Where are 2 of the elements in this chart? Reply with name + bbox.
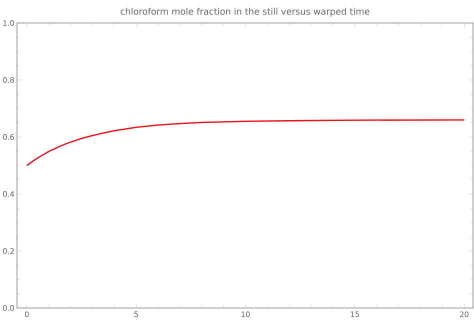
- chart-title: chloroform mole fraction in the still versus warped time: [120, 8, 370, 16]
- line-series: [26, 119, 465, 166]
